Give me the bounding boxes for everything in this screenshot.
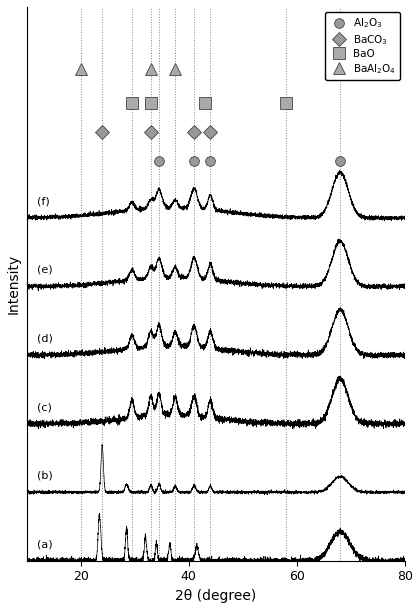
Text: (a): (a)	[37, 539, 53, 549]
Y-axis label: Intensity: Intensity	[7, 254, 21, 314]
X-axis label: 2θ (degree): 2θ (degree)	[175, 589, 256, 603]
Text: (f): (f)	[37, 196, 50, 206]
Legend: Al$_2$O$_3$, BaCO$_3$, BaO, BaAl$_2$O$_4$: Al$_2$O$_3$, BaCO$_3$, BaO, BaAl$_2$O$_4…	[325, 12, 400, 80]
Text: (b): (b)	[37, 470, 53, 481]
Text: (e): (e)	[37, 265, 53, 275]
Text: (d): (d)	[37, 334, 53, 343]
Text: (c): (c)	[37, 402, 52, 412]
